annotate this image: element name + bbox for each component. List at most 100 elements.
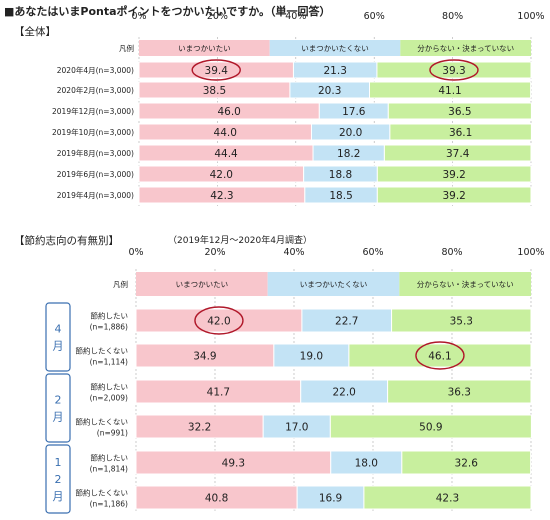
- x-tick-label: 0%: [128, 247, 143, 258]
- data-label: 42.3: [436, 493, 459, 505]
- row-sample-size: (n=2,009): [90, 394, 128, 403]
- data-label: 36.1: [449, 127, 472, 139]
- data-label: 18.2: [337, 148, 360, 160]
- data-label: 39.3: [442, 65, 465, 77]
- data-label: 39.2: [442, 190, 465, 202]
- chart-title: ■あなたはいまPontaポイントをつかいたいですか。（単一回答）: [4, 5, 331, 18]
- data-label: 20.0: [339, 127, 362, 139]
- data-label: 22.7: [335, 316, 358, 328]
- legend-swatch: [269, 40, 401, 56]
- data-label: 42.0: [207, 316, 230, 328]
- legend-entry: 分からない・決まっていない: [417, 279, 514, 289]
- data-label: 18.8: [329, 169, 352, 181]
- highlight-circle: [194, 306, 244, 335]
- chart-0: 0% 20% 40% 60% 80% 100% 凡例 いまつかいたい いまつかいたくない 分からな…: [52, 11, 545, 206]
- data-label: 21.3: [324, 65, 347, 77]
- row-sample-size: (n=1,814): [90, 465, 128, 474]
- legend-swatch: [267, 272, 400, 296]
- row-label: 2020年2月(n=3,000): [57, 85, 134, 95]
- data-label: 36.5: [448, 106, 471, 118]
- bar-segment: [376, 186, 532, 204]
- legend-entry: いまつかいたい: [176, 280, 229, 289]
- group-box: [45, 373, 71, 443]
- legend-swatch: [136, 272, 268, 296]
- bar-segment: [329, 414, 532, 439]
- row-label: 2019年10月(n=3,000): [52, 127, 134, 137]
- bar-segment: [387, 102, 532, 120]
- legend-swatch: [399, 272, 531, 296]
- legend-entry: いまつかいたくない: [300, 280, 368, 289]
- data-label: 16.9: [319, 493, 342, 505]
- data-label: 36.3: [448, 387, 471, 399]
- bar-segment: [363, 485, 532, 510]
- legend-entry: 分からない・決まっていない: [417, 43, 514, 53]
- data-label: 46.0: [217, 106, 240, 118]
- data-label: 40.8: [205, 493, 228, 505]
- legend-entry: いまつかいたい: [178, 44, 231, 53]
- data-label: 39.4: [205, 65, 229, 77]
- data-label: 35.3: [450, 316, 473, 328]
- data-label: 49.3: [222, 458, 245, 470]
- data-label: 41.7: [207, 387, 230, 399]
- data-label: 17.0: [285, 422, 308, 434]
- x-tick-label: 60%: [364, 11, 385, 22]
- data-label: 20.3: [318, 85, 341, 97]
- bar-segment: [348, 343, 532, 368]
- row-sample-size: (n=1,186): [90, 500, 128, 509]
- data-label: 19.0: [300, 351, 323, 363]
- row-label: 2019年6月(n=3,000): [57, 169, 134, 179]
- data-label: 38.5: [203, 85, 226, 97]
- row-label: 節約したくない: [76, 488, 129, 498]
- data-label: 17.6: [342, 106, 366, 118]
- row-label: 2019年8月(n=3,000): [57, 148, 134, 158]
- data-label: 44.0: [214, 127, 237, 139]
- row-label: 節約したい: [91, 382, 129, 392]
- x-tick-label: 60%: [362, 247, 383, 258]
- bar-segment: [391, 308, 532, 333]
- row-label: 節約したい: [91, 311, 129, 321]
- data-label: 42.3: [210, 190, 233, 202]
- highlight-circle: [191, 59, 241, 81]
- data-label: 32.2: [188, 422, 211, 434]
- data-label: 44.4: [214, 148, 238, 160]
- data-label: 41.1: [438, 85, 461, 97]
- data-label: 34.9: [193, 351, 216, 363]
- survey-period-note: （2019年12月～2020年4月調査）: [168, 236, 312, 246]
- x-tick-label: 100%: [517, 11, 544, 22]
- x-tick-label: 80%: [441, 247, 462, 258]
- legend-label: 凡例: [119, 43, 134, 53]
- bar-segment: [383, 144, 532, 162]
- data-label: 46.1: [428, 351, 451, 363]
- legend-entry: いまつかいたくない: [301, 44, 369, 53]
- row-label: 節約したい: [91, 453, 129, 463]
- legend-label: 凡例: [113, 279, 128, 289]
- group-box: [45, 302, 71, 372]
- data-label: 32.6: [455, 458, 479, 470]
- x-tick-label: 100%: [517, 247, 544, 258]
- highlight-circle: [415, 341, 465, 370]
- data-label: 22.0: [332, 387, 355, 399]
- data-label: 42.0: [210, 169, 233, 181]
- row-label: 2020年4月(n=3,000): [57, 65, 134, 75]
- x-tick-label: 40%: [283, 247, 304, 258]
- group-box: [45, 444, 71, 514]
- row-sample-size: (n=1,114): [90, 358, 128, 367]
- data-label: 18.0: [355, 458, 378, 470]
- section-label-saving: 【節約志向の有無別】: [14, 235, 119, 247]
- data-label: 39.2: [442, 169, 465, 181]
- chart-1: 0% 20% 40% 60% 80% 100% 凡例 いまつかいたい いまつかいたくない 分からな…: [45, 247, 545, 514]
- x-tick-label: 20%: [207, 11, 228, 22]
- bar-segment: [376, 165, 532, 183]
- row-label: 2019年4月(n=3,000): [57, 190, 134, 200]
- row-sample-size: (n=991): [97, 429, 128, 438]
- x-tick-label: 0%: [131, 11, 146, 22]
- bar-segment: [387, 379, 532, 404]
- highlight-circle: [429, 59, 479, 81]
- x-tick-label: 80%: [442, 11, 463, 22]
- x-tick-label: 40%: [285, 11, 306, 22]
- row-label: 2019年12月(n=3,000): [52, 106, 134, 116]
- row-label: 節約したくない: [76, 417, 129, 427]
